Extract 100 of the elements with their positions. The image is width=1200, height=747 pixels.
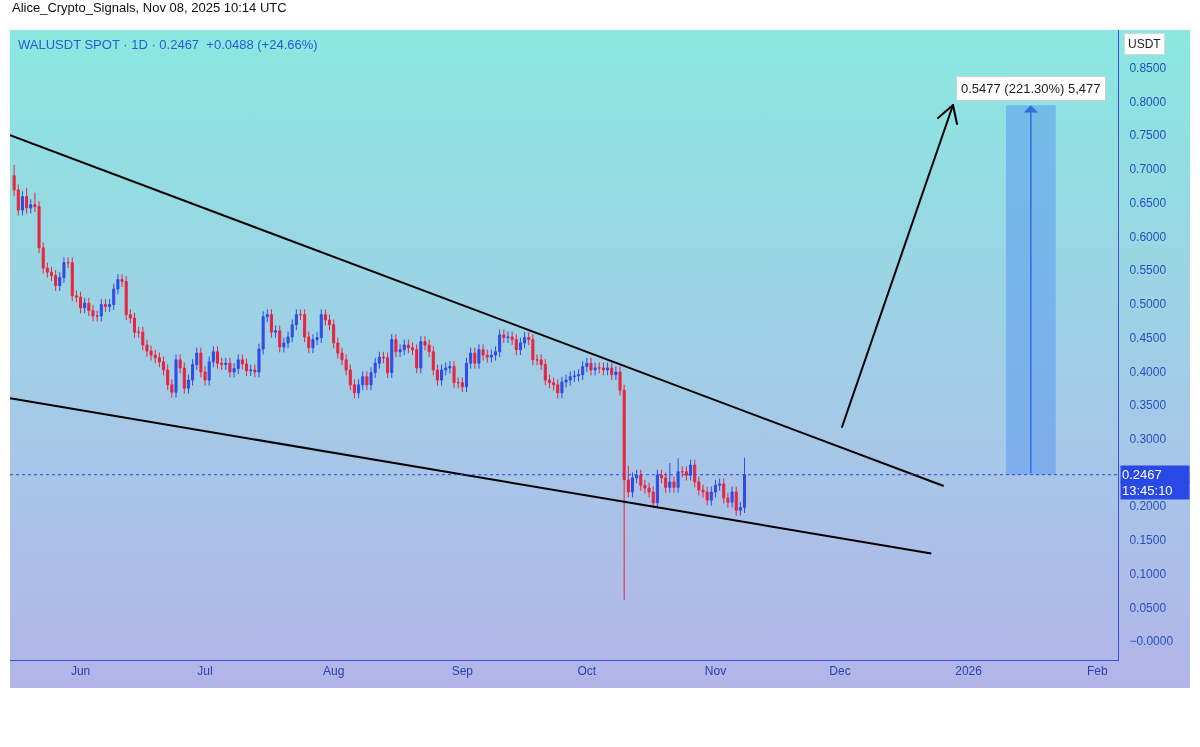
x-tick-label: Dec bbox=[829, 664, 851, 679]
x-tick-label: 2026 bbox=[955, 664, 983, 679]
candlestick bbox=[419, 335, 423, 374]
candlestick bbox=[452, 360, 456, 389]
candlestick bbox=[502, 328, 506, 344]
text: WALUSDT SPOT · 1D · 0.2467 +0.0488 (+24.66%) bbox=[18, 36, 318, 52]
y-tick-label: 0.1000 bbox=[1129, 566, 1167, 581]
x-tick-label: Sep bbox=[451, 664, 474, 679]
candlestick bbox=[253, 364, 257, 378]
candlestick bbox=[572, 370, 576, 383]
candlestick bbox=[460, 376, 464, 393]
candlestick bbox=[514, 333, 518, 356]
x-tick-label: Oct bbox=[577, 664, 597, 679]
candlestick bbox=[66, 256, 70, 269]
candlestick bbox=[734, 486, 738, 517]
y-tick-label: −0.0000 bbox=[1129, 634, 1174, 649]
candlestick bbox=[99, 298, 103, 322]
candlestick bbox=[274, 324, 278, 339]
candlestick bbox=[531, 333, 535, 366]
candlestick bbox=[269, 308, 273, 339]
y-tick-label: 0.7000 bbox=[1129, 162, 1167, 177]
candlestick bbox=[477, 343, 481, 370]
y-tick-label: 0.0500 bbox=[1129, 600, 1167, 615]
x-tick-label: Jul bbox=[197, 664, 213, 679]
candlestick bbox=[589, 357, 593, 376]
y-tick-label: 0.8500 bbox=[1129, 60, 1167, 75]
y-tick-label: 0.4500 bbox=[1129, 330, 1167, 345]
candlestick bbox=[614, 366, 618, 381]
ref-line-label: 0.2467 bbox=[1122, 467, 1162, 482]
candlestick bbox=[601, 362, 605, 376]
candlestick bbox=[249, 364, 253, 377]
candlestick bbox=[489, 349, 493, 364]
candlestick bbox=[506, 331, 510, 344]
candlestick bbox=[406, 339, 410, 354]
candlestick bbox=[481, 343, 485, 362]
y-tick-label: 0.5000 bbox=[1129, 297, 1167, 312]
candlestick bbox=[25, 187, 29, 214]
candlestick bbox=[730, 486, 734, 509]
candlestick bbox=[560, 376, 564, 399]
candlestick bbox=[215, 345, 220, 370]
y-axis-title: USDT bbox=[1128, 37, 1162, 51]
candlestick bbox=[87, 297, 91, 317]
y-tick-label: 0.1500 bbox=[1129, 533, 1167, 548]
annotation: 0.5477 (221.30%) 5,477 bbox=[961, 81, 1101, 96]
y-tick-label: 0.2000 bbox=[1129, 499, 1167, 514]
candlestick bbox=[311, 333, 315, 354]
candlestick bbox=[581, 360, 585, 381]
candlestick bbox=[639, 469, 643, 492]
candlestick bbox=[672, 476, 676, 494]
x-tick-label: Nov bbox=[704, 664, 727, 679]
candlestick bbox=[174, 353, 178, 399]
candlestick bbox=[651, 486, 655, 509]
y-tick-label: 0.3500 bbox=[1129, 398, 1167, 413]
candlestick bbox=[323, 308, 327, 326]
x-tick-label: Feb bbox=[1086, 664, 1108, 679]
candlestick bbox=[610, 362, 614, 381]
candlestick bbox=[705, 486, 709, 507]
candlestick bbox=[664, 471, 668, 494]
y-tick-label: 0.6000 bbox=[1129, 229, 1167, 244]
candlestick bbox=[390, 333, 394, 379]
y-tick-label: 0.4000 bbox=[1129, 364, 1167, 379]
candlestick bbox=[278, 324, 282, 353]
candlestick bbox=[236, 353, 240, 375]
candlestick bbox=[568, 370, 572, 386]
candlestick bbox=[365, 370, 369, 391]
candlestick bbox=[606, 362, 610, 376]
candlestick bbox=[103, 298, 107, 313]
candlestick bbox=[684, 465, 688, 482]
candlestick bbox=[83, 297, 87, 314]
y-tick-label: 0.5500 bbox=[1129, 263, 1167, 278]
candlestick bbox=[132, 312, 137, 339]
candlestick bbox=[153, 349, 157, 364]
candlestick bbox=[70, 256, 74, 302]
candlestick bbox=[448, 360, 452, 374]
text: 13:45:10 bbox=[1122, 483, 1173, 498]
candlestick bbox=[224, 357, 228, 371]
candlestick bbox=[20, 190, 24, 216]
candlestick bbox=[398, 343, 402, 358]
candlestick bbox=[440, 364, 444, 386]
y-tick-label: 0.3000 bbox=[1129, 431, 1167, 446]
candlestick bbox=[245, 357, 249, 377]
candlestick bbox=[386, 351, 390, 379]
y-tick-label: 0.6500 bbox=[1129, 195, 1167, 210]
x-tick-label: Aug bbox=[323, 664, 345, 679]
candlestick bbox=[79, 291, 83, 314]
candlestick bbox=[556, 378, 560, 399]
candlestick bbox=[498, 328, 502, 358]
candlestick bbox=[415, 343, 419, 374]
chart-subtitle: Alice_Crypto_Signals, Nov 08, 2025 10:14 UTC bbox=[12, 0, 287, 15]
candlestick bbox=[394, 333, 398, 358]
candlestick bbox=[124, 275, 128, 321]
x-tick-label: Jun bbox=[70, 664, 91, 679]
candlestick bbox=[29, 198, 33, 214]
candlestick bbox=[722, 478, 726, 505]
candlestick bbox=[319, 308, 323, 344]
y-tick-label: 0.8000 bbox=[1129, 94, 1167, 109]
candlestick bbox=[54, 269, 58, 292]
candlestick bbox=[593, 362, 597, 376]
candlestick bbox=[473, 347, 477, 370]
candlestick bbox=[543, 358, 547, 386]
